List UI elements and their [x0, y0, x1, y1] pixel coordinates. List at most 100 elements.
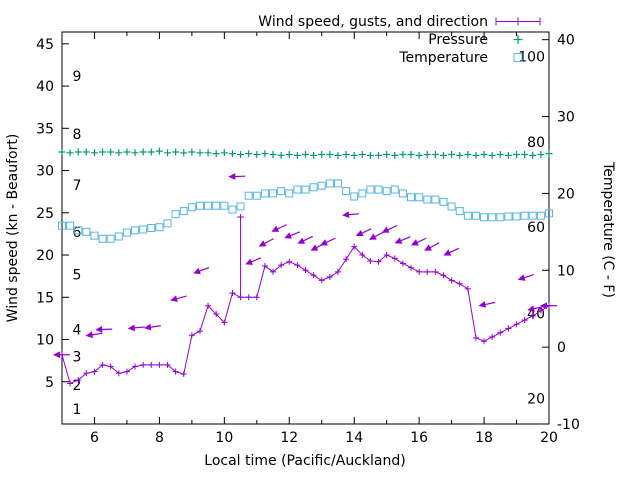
y-right-tick-label: 0: [557, 340, 566, 356]
x-tick-label: 18: [475, 430, 493, 446]
temperature-point: [423, 195, 432, 204]
wind-speed-point: [270, 268, 277, 275]
wind-speed-point: [221, 319, 228, 326]
pressure-point: [269, 151, 277, 158]
pressure-point: [545, 150, 553, 158]
pressure-point: [253, 151, 261, 158]
pressure-point: [90, 149, 98, 157]
wind-speed-point: [529, 312, 536, 319]
pressure-point: [496, 151, 504, 158]
y-left-tick-label: 10: [36, 333, 54, 349]
temperature-point: [90, 231, 99, 240]
wind-speed-point: [188, 332, 195, 339]
wind-speed-point: [334, 268, 341, 275]
pressure-point: [99, 148, 107, 156]
wind-speed-point: [156, 361, 163, 368]
temperature-point: [147, 224, 156, 232]
pressure-point: [115, 149, 123, 157]
temperature-point: [122, 228, 131, 237]
pressure-point: [74, 148, 82, 156]
wind-direction-arrow: [143, 323, 161, 331]
y-left-tick-label: 25: [36, 206, 54, 222]
fahrenheit-scale-label: 60: [527, 220, 545, 236]
pressure-point: [58, 148, 66, 156]
temperature-point: [212, 201, 221, 210]
wind-direction-arrow: [381, 224, 398, 233]
wind-direction-arrow: [341, 211, 359, 219]
beaufort-scale-label: 1: [73, 402, 82, 418]
wind-series: [59, 214, 552, 387]
wind-direction-arrow: [527, 305, 544, 313]
beaufort-scale-label: 6: [73, 225, 82, 241]
wind-direction-arrow: [394, 236, 411, 244]
pressure-point: [513, 151, 521, 158]
pressure-point: [172, 148, 180, 156]
wind-speed-point: [326, 274, 333, 280]
legend-pressure-marker-icon: [513, 35, 523, 44]
temperature-point: [317, 181, 326, 190]
legend-temperature-marker-icon: [513, 53, 523, 62]
temperature-point: [415, 193, 424, 202]
temperature-point: [66, 221, 75, 230]
temperature-point: [179, 207, 188, 216]
wind-speed-point: [432, 268, 439, 275]
x-tick-label: 16: [410, 430, 428, 446]
temperature-point: [382, 187, 391, 196]
pressure-point: [407, 151, 415, 158]
wind-direction-arrow: [170, 295, 187, 302]
temperature-point: [171, 210, 180, 219]
temperature-point: [106, 234, 115, 243]
y-left-tick-label: 5: [45, 375, 54, 391]
x-axis-title: Local time (Pacific/Auckland): [204, 453, 405, 469]
y-left-tick-label: 40: [36, 79, 54, 95]
pressure-point: [439, 151, 447, 159]
wind-speed-point: [302, 267, 309, 274]
temperature-point: [236, 202, 245, 211]
pressure-point: [383, 151, 391, 158]
wind-speed-point: [148, 361, 155, 368]
wind-speed-point: [83, 370, 90, 377]
wind-direction-arrow: [320, 237, 336, 246]
wind-speed-point: [367, 257, 374, 264]
temperature-point: [74, 226, 83, 235]
pressure-point: [391, 151, 399, 159]
y-right-tick-label: 20: [557, 186, 575, 202]
pressure-point: [342, 151, 350, 158]
pressure-point: [293, 151, 301, 159]
pressure-point: [448, 151, 456, 158]
wind-direction-arrow: [297, 235, 314, 244]
pressure-point: [220, 149, 228, 157]
wind-speed-point: [472, 334, 479, 341]
legend-temperature-label: Temperature: [398, 50, 488, 66]
wind-speed-point: [408, 264, 415, 271]
temperature-point: [309, 183, 318, 192]
wind-speed-point: [132, 363, 139, 370]
wind-direction-arrow: [443, 247, 460, 256]
pressure-point: [228, 150, 236, 158]
pressure-point: [423, 151, 431, 158]
wind-direction-arrow: [53, 351, 70, 359]
temperature-point: [325, 179, 334, 188]
legend-symbols: [495, 17, 541, 62]
temperature-series: [58, 179, 553, 243]
temperature-point: [82, 227, 91, 236]
y-right-tick-label: 10: [557, 263, 575, 279]
wind-direction-arrow: [245, 257, 262, 265]
wind-speed-point: [261, 263, 268, 270]
wind-direction-arrow: [368, 231, 385, 240]
beaufort-scale-label: 5: [73, 267, 82, 283]
pressure-point: [488, 151, 496, 159]
temperature-point: [350, 192, 359, 201]
beaufort-scale-label: 7: [73, 178, 82, 194]
legend-pressure-label: Pressure: [428, 32, 488, 48]
legend: Wind speed, gusts, and direction Pressur…: [258, 14, 541, 66]
pressure-point: [196, 149, 204, 157]
wind-speed-point: [213, 311, 220, 318]
temperature-point: [439, 197, 448, 206]
legend-wind-label: Wind speed, gusts, and direction: [258, 14, 488, 30]
plot-area: 6 8 10 12 14 16 18 2051015202530354045123456789…: [36, 31, 580, 446]
pressure-point: [245, 150, 253, 158]
y-right-tick-label: -10: [557, 417, 580, 433]
wind-speed-point: [140, 361, 147, 368]
